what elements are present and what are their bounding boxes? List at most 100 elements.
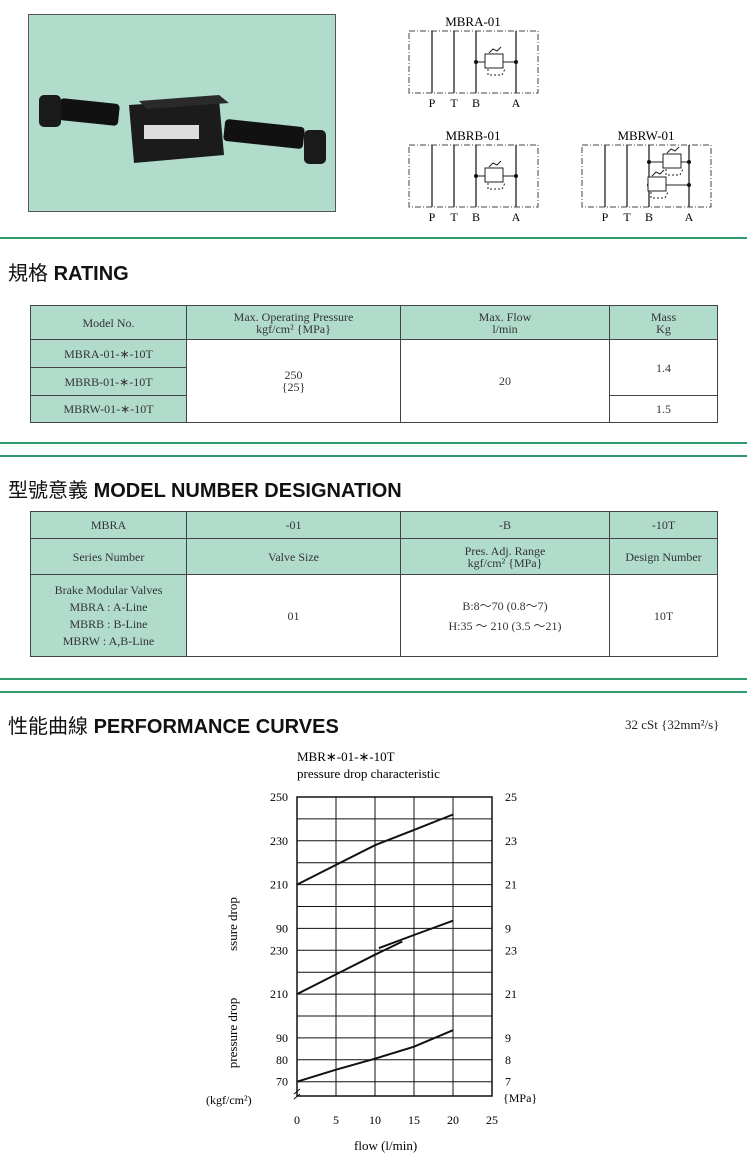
series-line bbox=[378, 919, 454, 950]
section-divider bbox=[0, 678, 747, 680]
y-tick-label-left: 250 bbox=[270, 790, 288, 804]
viscosity-note: 32 cSt {32mm²/s} bbox=[625, 717, 720, 732]
schematic-title: MBRB-01 bbox=[446, 128, 501, 143]
schematic-MBRB-01: MBRB-01 P T B A bbox=[408, 128, 539, 224]
schematic-frame bbox=[581, 144, 712, 208]
junction-dot bbox=[647, 160, 651, 164]
x-tick-label: 0 bbox=[294, 1113, 300, 1127]
chart-subtitle: pressure drop characteristic bbox=[297, 766, 440, 781]
y-tick-label-left: 210 bbox=[270, 878, 288, 892]
spring-icon bbox=[488, 46, 502, 54]
rating-table: Model No. Max. Operating Pressure kgf/cm²… bbox=[30, 305, 718, 423]
y-tick-label-left: 90 bbox=[276, 1031, 288, 1045]
y-tick-label-left: 70 bbox=[276, 1075, 288, 1089]
model-cell: MBRW-01-∗-10T bbox=[30, 395, 187, 423]
axis-break-icon bbox=[293, 1088, 301, 1100]
spring-icon bbox=[666, 146, 680, 154]
junction-dot bbox=[687, 183, 691, 187]
x-tick-label: 15 bbox=[408, 1113, 420, 1127]
relief-valve-icon bbox=[484, 167, 504, 183]
pilot-line bbox=[650, 191, 669, 199]
junction-dot bbox=[687, 160, 691, 164]
rating-heading: 規格 RATING bbox=[8, 257, 129, 286]
y-tick-label-left: 80 bbox=[276, 1053, 288, 1067]
size-value: 01 bbox=[186, 574, 401, 657]
port-label: P bbox=[429, 96, 436, 110]
port-label: B bbox=[472, 96, 480, 110]
spring-icon bbox=[488, 160, 502, 168]
port-label: P bbox=[602, 210, 609, 224]
y-tick-label-left: 90 bbox=[276, 921, 288, 935]
schematic-MBRA-01: MBRA-01 P T B A bbox=[408, 14, 539, 110]
design-value: 10T bbox=[609, 574, 718, 657]
rating-title-cn: 規格 bbox=[8, 263, 48, 285]
y-tick-label-right: 8 bbox=[505, 1053, 511, 1067]
chart-title: MBR∗-01-∗-10T bbox=[297, 749, 395, 764]
range-value: B:8～70 (0.8～7) H:35 ～ 210 (3.5 ～21) bbox=[400, 574, 610, 657]
designation-title-cn: 型號意義 bbox=[8, 480, 88, 502]
x-axis-label: flow (l/min) bbox=[354, 1138, 417, 1153]
schematic-frame bbox=[408, 30, 539, 94]
y-tick-label-right: 23 bbox=[505, 943, 517, 957]
x-tick-label: 10 bbox=[369, 1113, 381, 1127]
series-line bbox=[296, 940, 403, 995]
mass-cell: 1.4 bbox=[609, 339, 718, 396]
code-size: -01 bbox=[186, 511, 401, 539]
junction-dot bbox=[474, 174, 478, 178]
port-label: P bbox=[429, 210, 436, 224]
header-flow: Max. Flow l/min bbox=[400, 305, 610, 340]
code-series: MBRA bbox=[30, 511, 187, 539]
label-range: Pres. Adj. Range kgf/cm² {MPa} bbox=[400, 538, 610, 575]
y-tick-label-right: 25 bbox=[505, 790, 517, 804]
y-tick-label-left: 230 bbox=[270, 943, 288, 957]
model-cell: MBRA-01-∗-10T bbox=[30, 339, 187, 368]
mass-cell: 1.5 bbox=[609, 395, 718, 423]
y-unit-left: (kgf/cm²) bbox=[206, 1093, 252, 1107]
pressure-cell: 250 {25} bbox=[186, 339, 401, 423]
y-unit-right: {MPa} bbox=[503, 1091, 537, 1105]
pilot-line bbox=[487, 182, 506, 190]
flow-cell: 20 bbox=[400, 339, 610, 423]
port-label: T bbox=[450, 96, 458, 110]
relief-valve-icon bbox=[662, 153, 682, 169]
port-label: B bbox=[472, 210, 480, 224]
x-tick-label: 20 bbox=[447, 1113, 459, 1127]
section-divider bbox=[0, 691, 747, 693]
y-tick-label-right: 21 bbox=[505, 987, 517, 1001]
plot-frame bbox=[296, 796, 493, 1097]
y-tick-label-right: 21 bbox=[505, 878, 517, 892]
series-description: Brake Modular Valves MBRA : A-Line MBRB : … bbox=[30, 574, 187, 657]
schematic-MBRW-01: MBRW-01 P T B A bbox=[581, 128, 712, 224]
port-label: A bbox=[685, 210, 694, 224]
y-axis-label: pressure drop bbox=[225, 998, 240, 1068]
pilot-line bbox=[665, 168, 684, 176]
header-mass: Mass Kg bbox=[609, 305, 718, 340]
port-label: T bbox=[623, 210, 631, 224]
label-design: Design Number bbox=[609, 538, 718, 575]
x-tick-label: 5 bbox=[333, 1113, 339, 1127]
performance-title-en: PERFORMANCE CURVES bbox=[93, 716, 339, 738]
label-series: Series Number bbox=[30, 538, 187, 575]
schematic-title: MBRW-01 bbox=[617, 128, 674, 143]
y-tick-label-left: 230 bbox=[270, 834, 288, 848]
port-label: A bbox=[512, 210, 521, 224]
designation-title-en: MODEL NUMBER DESIGNATION bbox=[93, 480, 402, 502]
model-cell: MBRB-01-∗-10T bbox=[30, 367, 187, 396]
series-line bbox=[296, 1029, 454, 1083]
product-photo bbox=[28, 14, 336, 212]
rating-title-en: RATING bbox=[53, 263, 129, 285]
header-model: Model No. bbox=[30, 305, 187, 340]
designation-heading: 型號意義 MODEL NUMBER DESIGNATION bbox=[8, 474, 402, 503]
junction-dot bbox=[474, 60, 478, 64]
performance-title-cn: 性能曲線 bbox=[8, 716, 88, 738]
performance-heading: 性能曲線 PERFORMANCE CURVES bbox=[8, 710, 339, 739]
junction-dot bbox=[514, 60, 518, 64]
pilot-line bbox=[487, 68, 506, 76]
spring-icon bbox=[651, 169, 665, 177]
section-divider bbox=[0, 442, 747, 444]
y-tick-label-left: 210 bbox=[270, 987, 288, 1001]
code-range: -B bbox=[400, 511, 610, 539]
